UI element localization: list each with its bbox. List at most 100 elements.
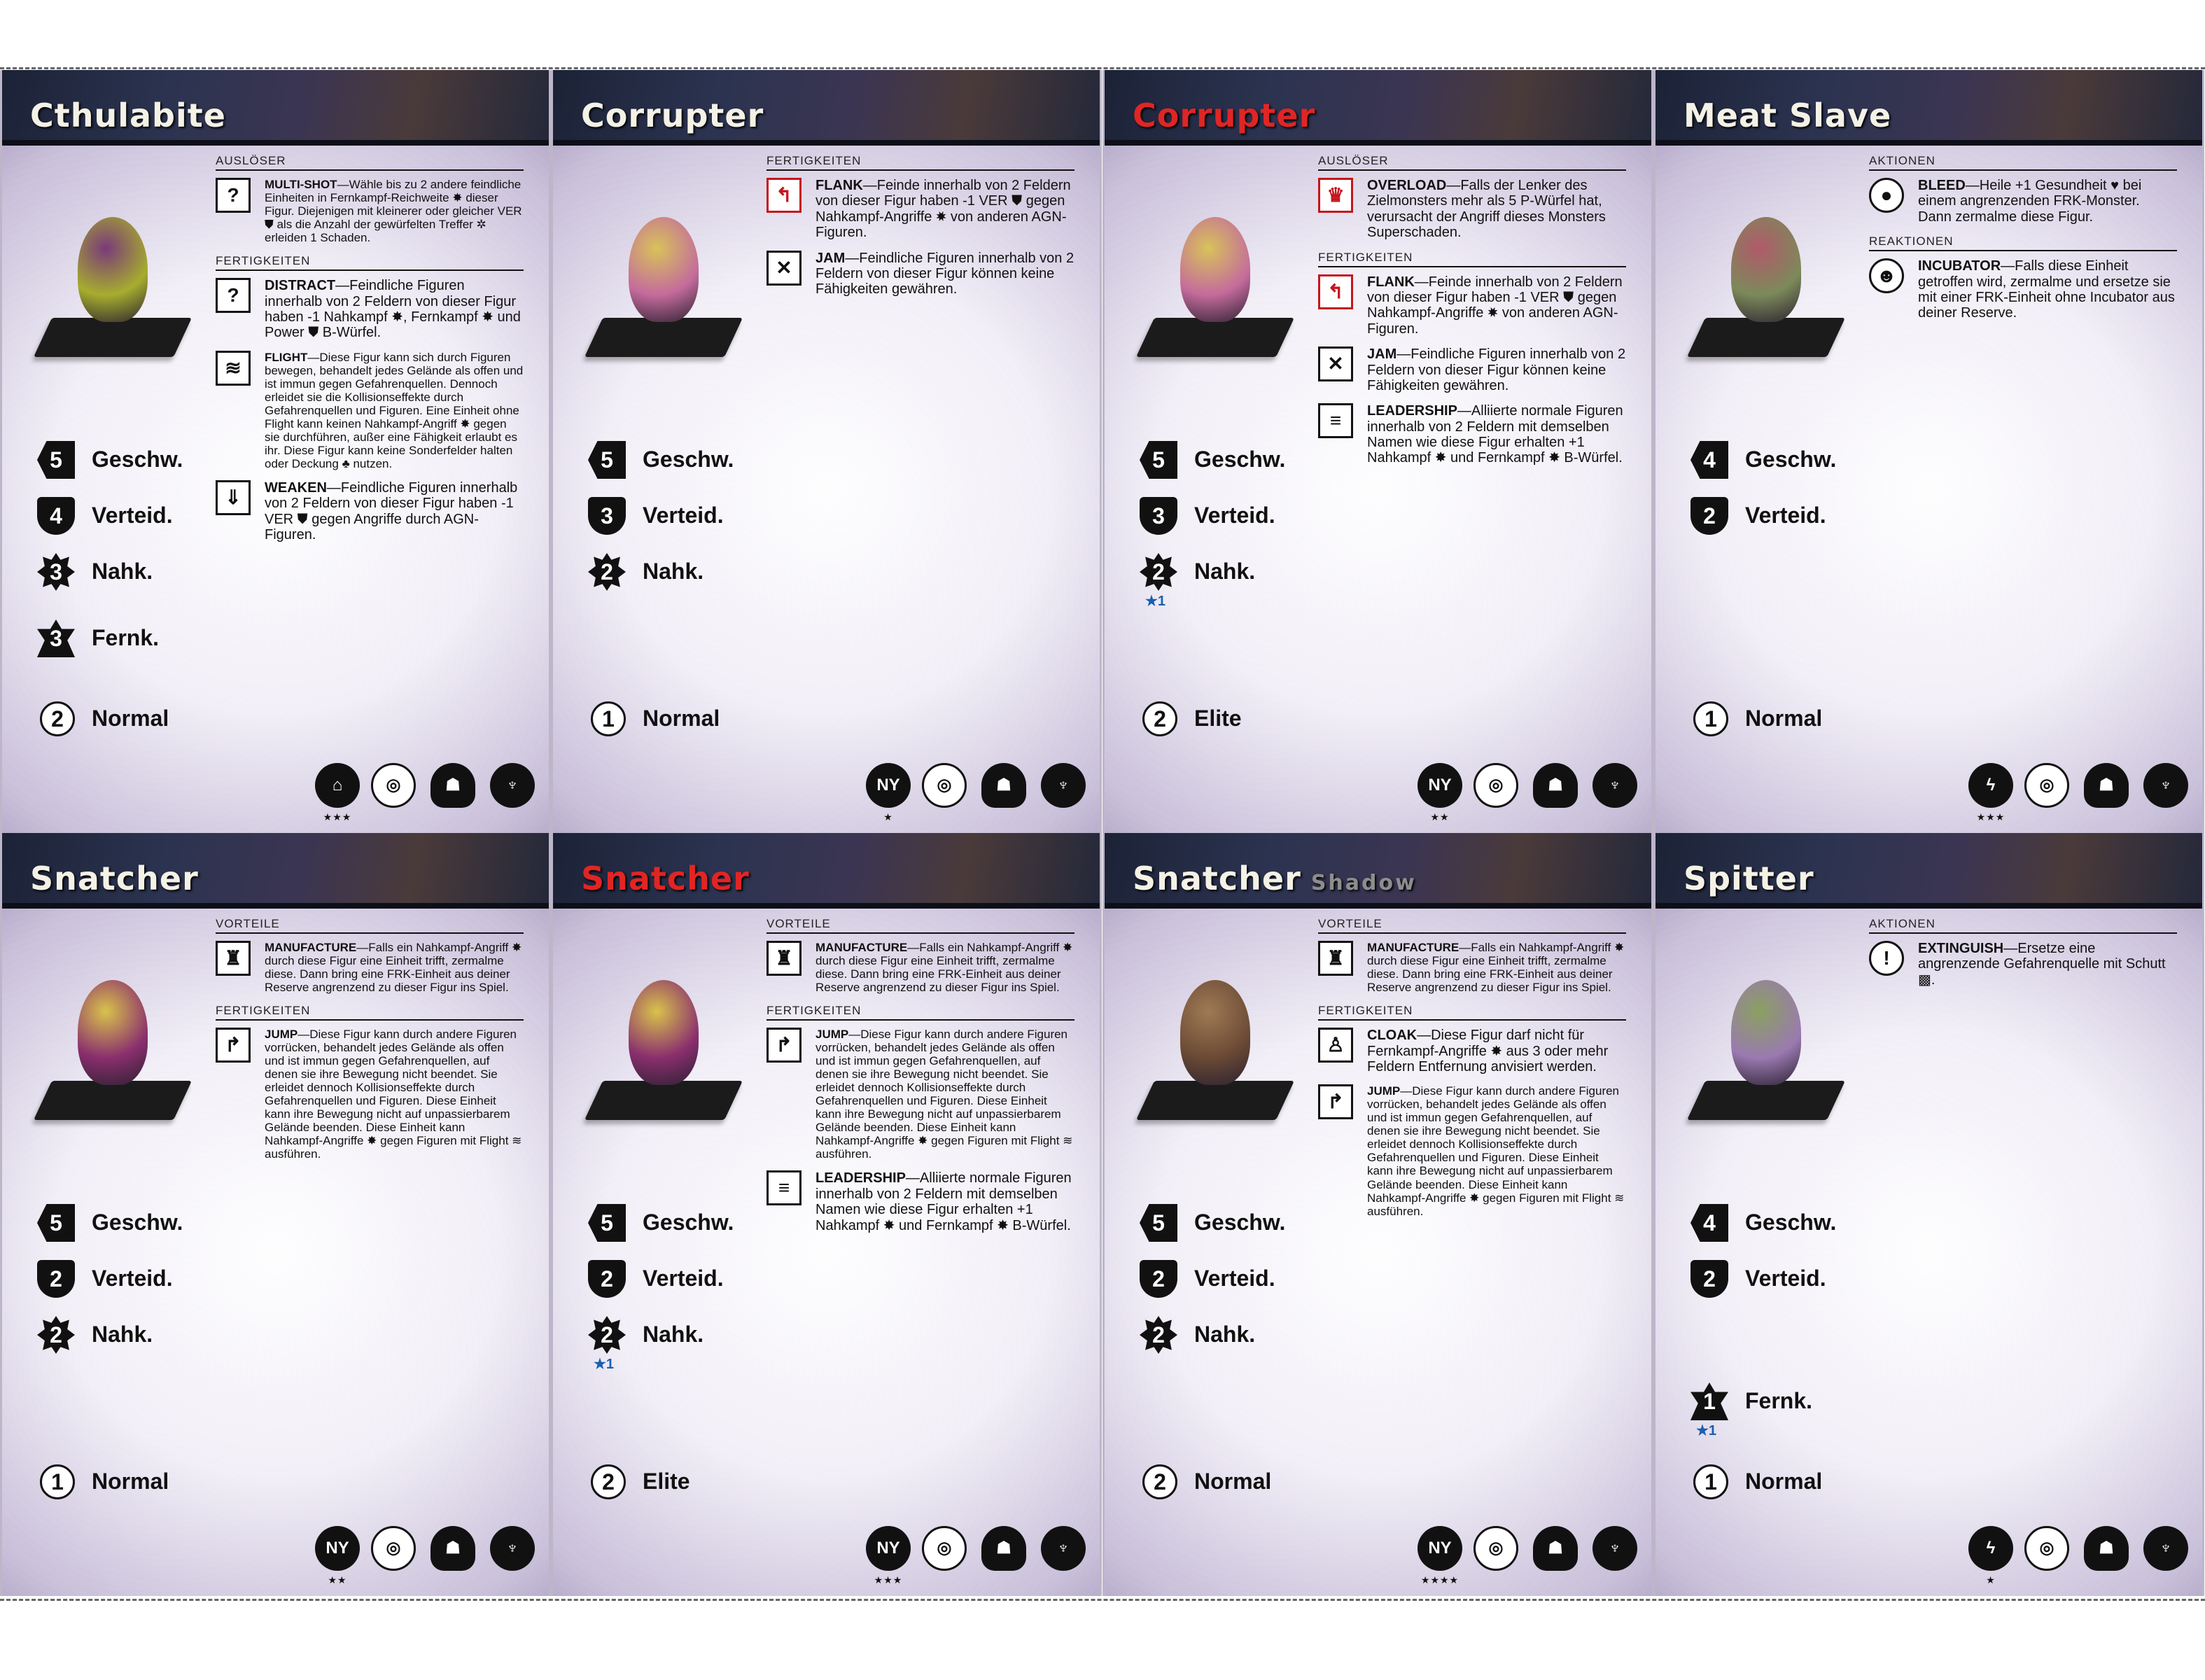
ability-name: INCUBATOR: [1918, 258, 2001, 274]
demon-icon: ♆: [1592, 1526, 1637, 1571]
stat-melee-icon: 2: [588, 553, 626, 591]
ability-name: OVERLOAD: [1367, 178, 1447, 193]
ability-text: —Falls ein Nahkampf-Angriff ✸ durch dies…: [816, 941, 1073, 995]
stat-label: Verteid.: [92, 1266, 173, 1291]
stat-melee: 2 Nahk.: [588, 553, 770, 595]
ability-name: DISTRACT: [265, 278, 336, 294]
stat-speed: 4 Geschw.: [1690, 441, 1872, 483]
card-header: Corrupter: [1105, 70, 1651, 146]
faction-logo-icon: ◎: [371, 1526, 416, 1571]
set-icon: ϟ: [1968, 763, 2013, 808]
stat-rank-icon: 2: [591, 1464, 626, 1499]
faction-logo-icon: ◎: [2024, 763, 2069, 808]
abilities-panel: FERTIGKEITEN ↰ FLANK—Feinde innerhalb von …: [766, 154, 1074, 307]
figure-base: [1686, 1081, 1846, 1120]
stat-label: Verteid.: [1194, 1266, 1275, 1291]
cut-line: [0, 67, 2205, 69]
ability-entry: ↱ JUMP—Diese Figur kann durch andere Figu…: [1318, 1084, 1626, 1218]
stat-label: Geschw.: [1194, 1210, 1286, 1235]
ability-name: WEAKEN: [265, 480, 327, 496]
leadership-icon: ≡: [1318, 403, 1353, 439]
card-name: Corrupter: [581, 97, 764, 134]
stat-rank: 1 Normal: [1690, 700, 1872, 742]
card-name-text: Snatcher: [30, 860, 199, 897]
ability-entry: ↰ FLANK—Feinde innerhalb von 2 Feldern vo…: [766, 178, 1074, 241]
monster-horns-icon: ☗: [1533, 763, 1578, 808]
stat-melee-icon: 2: [37, 1316, 75, 1354]
abilities-panel: VORTEILE ♜ MANUFACTURE—Falls ein Nahkampf-…: [1318, 917, 1626, 1228]
multi-shot-icon: ?: [216, 178, 251, 213]
section-heading: VORTEILE: [216, 917, 524, 934]
stat-rank-icon: 2: [40, 701, 75, 736]
set-icon: ϟ: [1968, 1526, 2013, 1571]
figure-base: [1686, 318, 1846, 357]
miniature-figure: [584, 168, 743, 357]
unit-card[interactable]: Corrupter 5 Geschw. 3 Verteid. 2 Nahk. ★1 2 Elite…: [1102, 70, 1653, 833]
card-name: Snatcher: [30, 860, 199, 897]
bleed-icon: ●: [1869, 178, 1904, 213]
faction-icons: NY ◎ ☗ ♆ ★★★: [862, 1522, 1086, 1586]
figure-base: [33, 318, 192, 357]
stat-rank-icon: 2: [1142, 701, 1177, 736]
stat-label: Normal: [1745, 1469, 1823, 1494]
ability-name: MULTI-SHOT: [265, 178, 337, 191]
card-name-text: Snatcher: [581, 860, 750, 897]
unit-card[interactable]: Snatcher 5 Geschw. 2 Verteid. 2 Nahk. 1 Normal VO…: [0, 833, 551, 1596]
ability-entry: ⇓ WEAKEN—Feindliche Figuren innerhalb von…: [216, 480, 524, 543]
stat-ranged: 1 Fernk. ★1: [1690, 1382, 1872, 1438]
ability-entry: ? DISTRACT—Feindliche Figuren innerhalb v…: [216, 278, 524, 341]
stat-label: Nahk.: [1194, 1322, 1256, 1347]
unit-card[interactable]: Cthulabite 5 Geschw. 4 Verteid. 3 Nahk. 3 Fernk.…: [0, 70, 551, 833]
stat-melee-icon: 2: [588, 1316, 626, 1354]
ability-entry: ≋ FLIGHT—Diese Figur kann sich durch Figu…: [216, 350, 524, 470]
unit-card[interactable]: Snatcher 5 Geschw. 2 Verteid. 2 Nahk. ★1 2 Elite V…: [551, 833, 1102, 1596]
stat-speed: 5 Geschw.: [1140, 1204, 1322, 1246]
card-header: Spitter: [1656, 833, 2202, 909]
stat-label: Elite: [1194, 706, 1242, 731]
faction-logo-icon: ◎: [2024, 1526, 2069, 1571]
unit-card[interactable]: Spitter 4 Geschw. 2 Verteid. 1 Fernk. ★1 1 Normal…: [1653, 833, 2204, 1596]
stat-speed-icon: 5: [588, 1204, 626, 1242]
stat-speed-icon: 4: [1690, 1204, 1728, 1242]
abilities-panel: AKTIONEN ● BLEED—Heile +1 Gesundheit ♥ bei…: [1869, 154, 2177, 331]
stat-label: Normal: [1194, 1469, 1272, 1494]
stat-label: Normal: [92, 706, 169, 731]
jam-icon: ✕: [1318, 346, 1353, 382]
stat-speed-icon: 5: [37, 441, 75, 479]
unit-card[interactable]: Corrupter 5 Geschw. 3 Verteid. 2 Nahk. 1 Normal F…: [551, 70, 1102, 833]
stat-rank-icon: 1: [591, 701, 626, 736]
set-icon: NY: [1418, 1526, 1462, 1571]
stat-def: 2 Verteid.: [1690, 497, 1872, 539]
stat-speed: 5 Geschw.: [37, 1204, 219, 1246]
stat-melee: 2 Nahk. ★1: [588, 1316, 770, 1372]
ability-text: —Heile +1 Gesundheit ♥ bei einem angrenz…: [1918, 178, 2142, 225]
ability-text: —Alliierte normale Figuren innerhalb von…: [816, 1170, 1072, 1233]
faction-logo-icon: ◎: [1474, 1526, 1518, 1571]
miniature-figure: [1686, 931, 1846, 1120]
figure-body: [1180, 980, 1250, 1085]
stat-modifier: ★1: [594, 1357, 615, 1372]
stat-def-icon: 2: [1690, 1260, 1728, 1298]
stat-speed: 5 Geschw.: [588, 1204, 770, 1246]
stat-def-icon: 3: [1140, 497, 1177, 535]
stat-label: Verteid.: [1194, 503, 1275, 528]
figure-body: [1731, 980, 1801, 1085]
miniature-figure: [33, 931, 192, 1120]
extinguish-icon: !: [1869, 941, 1904, 976]
stat-melee: 2 Nahk.: [1140, 1316, 1322, 1358]
monster-horns-icon: ☗: [2084, 763, 2129, 808]
ability-name: BLEED: [1918, 178, 1966, 193]
stat-label: Normal: [92, 1469, 169, 1494]
figure-body: [1731, 217, 1801, 322]
demon-icon: ♆: [1041, 763, 1086, 808]
stat-rank: 2 Elite: [1140, 700, 1322, 742]
card-name-text: Snatcher: [1133, 860, 1301, 897]
section-heading: REAKTIONEN: [1869, 234, 2177, 252]
stat-label: Nahk.: [1194, 559, 1256, 584]
unit-card[interactable]: Meat Slave 4 Geschw. 2 Verteid. 1 Normal AKTION…: [1653, 70, 2204, 833]
stat-label: Geschw.: [643, 447, 734, 472]
ability-text: —Diese Figur kann durch andere Figuren v…: [1367, 1084, 1625, 1218]
ability-name: EXTINGUISH: [1918, 941, 2004, 956]
unit-card[interactable]: Snatcher Shadow 5 Geschw. 2 Verteid. 2 Nahk. 2 No…: [1102, 833, 1653, 1596]
section-heading: FERTIGKEITEN: [766, 1004, 1074, 1021]
